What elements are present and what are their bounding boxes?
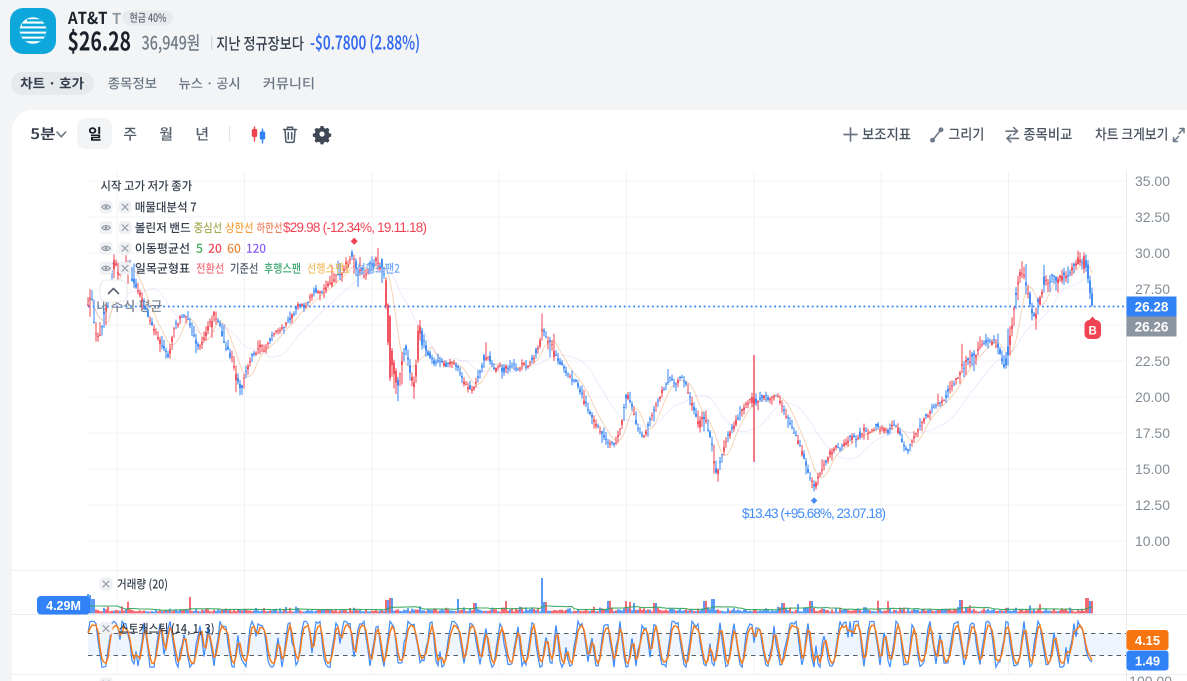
svg-text:30.00: 30.00 [1135, 245, 1170, 261]
svg-text:17.50: 17.50 [1135, 425, 1170, 441]
svg-text:35.00: 35.00 [1135, 173, 1170, 189]
svg-text:32.50: 32.50 [1135, 209, 1170, 225]
svg-text:26.28: 26.28 [1135, 300, 1169, 315]
svg-text:12.50: 12.50 [1135, 497, 1170, 513]
svg-text:$29.98 (-12.34%, 19.11.18): $29.98 (-12.34%, 19.11.18) [283, 220, 427, 235]
svg-text:22.50: 22.50 [1135, 353, 1170, 369]
svg-text:B: B [1089, 326, 1097, 338]
svg-text:20.00: 20.00 [1135, 389, 1170, 405]
svg-text:4.15: 4.15 [1135, 633, 1160, 648]
svg-text:10.00: 10.00 [1135, 533, 1170, 549]
svg-text:100.00: 100.00 [1129, 673, 1172, 681]
svg-text:$13.43 (+95.68%, 23.07.18): $13.43 (+95.68%, 23.07.18) [742, 506, 886, 521]
svg-text:26.26: 26.26 [1135, 320, 1169, 335]
svg-text:4.29M: 4.29M [46, 599, 81, 613]
svg-text:1.49: 1.49 [1135, 653, 1160, 668]
svg-text:27.50: 27.50 [1135, 281, 1170, 297]
svg-text:15.00: 15.00 [1135, 461, 1170, 477]
